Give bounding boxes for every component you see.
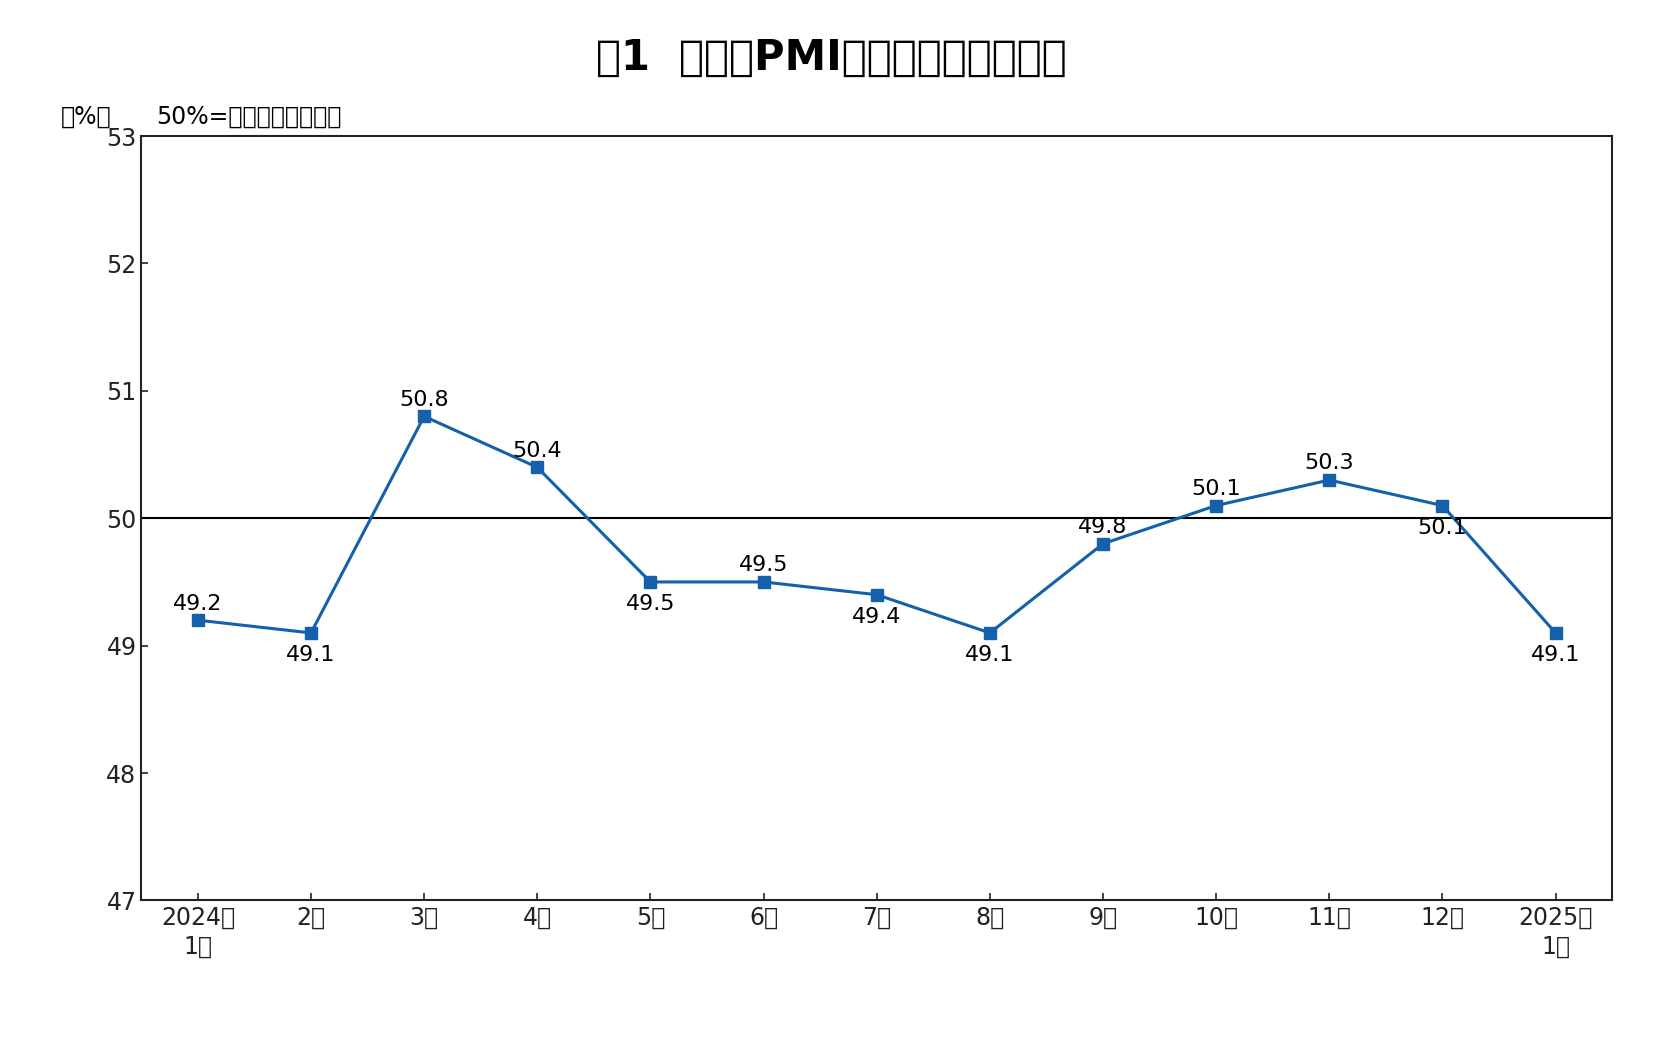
Text: 49.8: 49.8 (1079, 517, 1128, 537)
Text: 49.1: 49.1 (966, 645, 1014, 665)
Text: 49.4: 49.4 (853, 607, 901, 627)
Text: （%）: （%） (60, 105, 111, 129)
Text: 49.1: 49.1 (286, 645, 336, 665)
Text: 50%=与上月比较无变化: 50%=与上月比较无变化 (156, 105, 341, 129)
Text: 49.5: 49.5 (625, 595, 675, 615)
Text: 50.8: 50.8 (399, 389, 449, 409)
Text: 49.5: 49.5 (740, 555, 788, 575)
Text: 图1  制造业PMI指数（经季节调整）: 图1 制造业PMI指数（经季节调整） (595, 37, 1067, 79)
Text: 50.1: 50.1 (1418, 518, 1468, 538)
Text: 49.2: 49.2 (173, 594, 223, 614)
Text: 50.1: 50.1 (1192, 478, 1242, 498)
Text: 50.3: 50.3 (1305, 453, 1355, 473)
Text: 50.4: 50.4 (512, 441, 562, 461)
Text: 49.1: 49.1 (1531, 645, 1581, 665)
